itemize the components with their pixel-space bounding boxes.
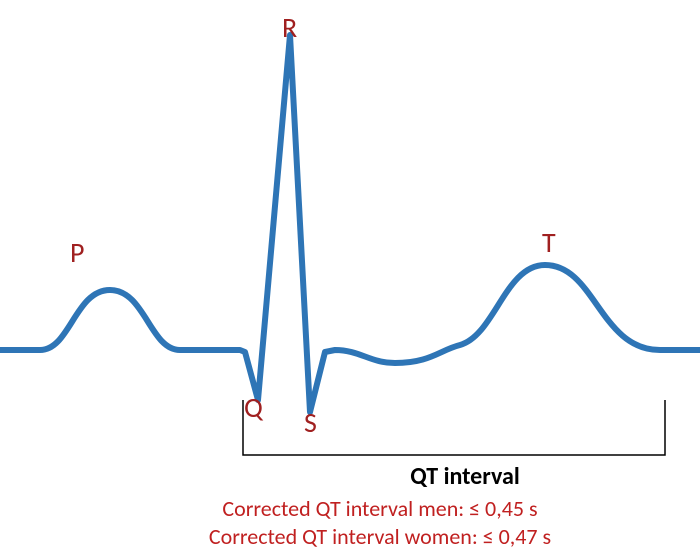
corrected-women: Corrected QT interval women: ≤ 0,47 s bbox=[60, 523, 700, 550]
corrected-men: Corrected QT interval men: ≤ 0,45 s bbox=[60, 495, 700, 522]
label-s: S bbox=[304, 405, 317, 440]
label-r: R bbox=[282, 10, 297, 45]
qt-interval-label: QT interval bbox=[115, 462, 700, 491]
label-p: P bbox=[70, 235, 84, 270]
label-q: Q bbox=[244, 390, 263, 425]
ecg-waveform bbox=[0, 35, 700, 412]
label-t: T bbox=[542, 225, 556, 260]
